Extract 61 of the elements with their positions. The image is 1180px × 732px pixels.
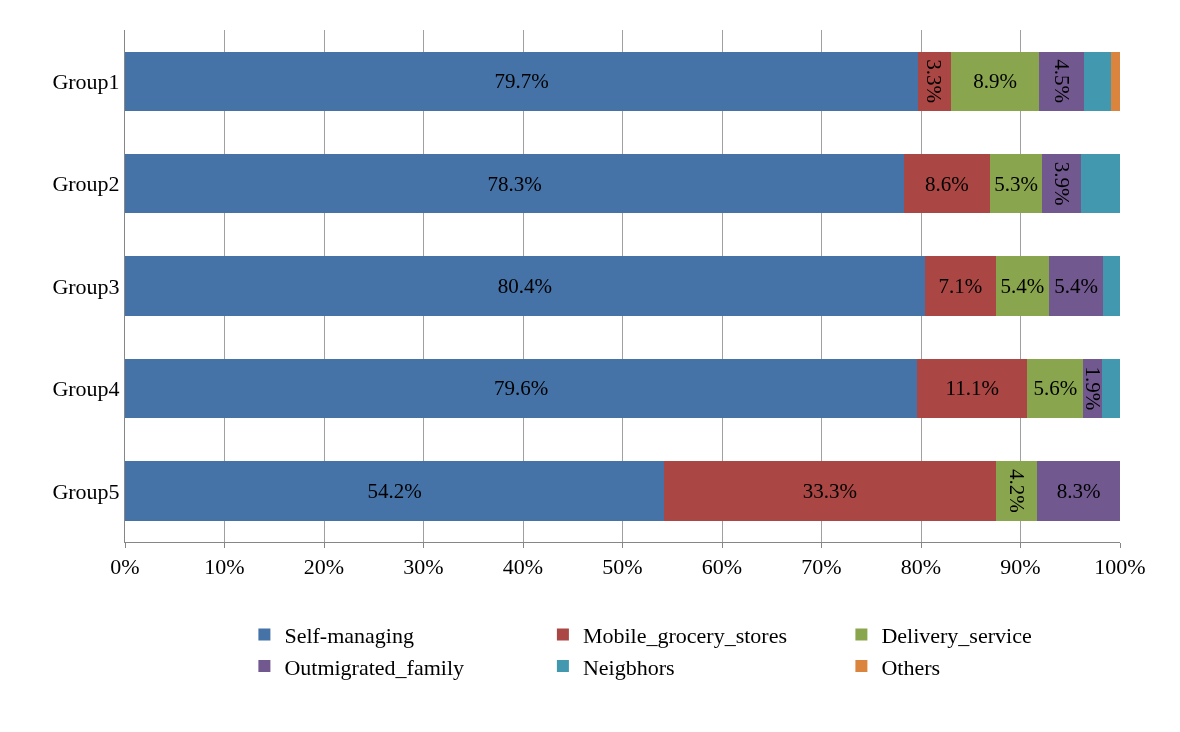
legend-label: Others [881,654,941,680]
data-label: 54.2% [367,478,422,503]
x-tick-label: 90% [1000,554,1041,580]
bar [1084,51,1112,111]
legend-label: Neigbhors [582,654,675,680]
data-label: 80.4% [497,274,553,298]
data-label: 8.9% [973,69,1018,94]
legend-label: Delivery_service [881,623,1032,649]
bar [1027,358,1084,419]
data-label: 5.6% [1033,376,1078,401]
y-tick-label: Group2 [52,171,120,197]
x-tick-label: 10% [204,554,245,580]
y-tick-label: Group3 [52,273,120,299]
x-tick-label: 70% [801,554,842,580]
data-label: 3.9% [1049,161,1074,206]
x-tick-label: 20% [303,554,345,580]
legend-label: Mobile_grocery_stores [582,623,787,649]
bar [1081,153,1120,214]
data-label: 5.3% [994,171,1038,196]
bar [125,461,665,521]
y-tick-label: Group1 [52,68,120,94]
y-tick-label: Group5 [52,478,120,504]
data-label: 3.3% [922,59,947,104]
legend-label: Self-managing [284,623,414,649]
x-tick-label: 60% [701,554,743,580]
x-tick-label: 80% [900,554,942,580]
bar [1111,51,1120,111]
bar [125,358,918,419]
data-label: 4.5% [1049,59,1074,104]
bar [1102,358,1120,419]
data-label: 79.7% [494,69,549,94]
data-label: 8.3% [1056,478,1101,503]
data-label: 8.6% [924,171,969,196]
x-tick-label: 0% [110,554,140,580]
bar [125,256,925,316]
data-label: 33.3% [802,478,858,503]
bar [125,153,905,214]
x-tick-label: 50% [602,554,643,580]
data-label: 78.3% [487,171,542,196]
bar [917,358,1028,419]
bar [924,256,996,316]
bar [904,153,990,214]
x-tick-label: 40% [502,554,544,580]
data-label: 5.4% [1000,274,1045,298]
data-label: 5.4% [1054,274,1099,298]
y-tick-label: Group4 [52,376,120,402]
data-label: 79.6% [493,376,549,401]
bar [950,51,1040,111]
bar [1037,461,1120,521]
x-tick-label: 30% [403,554,444,580]
bar [995,256,1050,316]
data-label: 11.1% [945,376,999,401]
bar [1049,256,1104,316]
data-label: 1.9% [1080,366,1105,411]
bar [664,461,996,521]
bar [1103,256,1120,316]
legend-label: Outmigrated_family [284,654,465,680]
data-label: 7.1% [938,274,983,298]
data-label: 4.2% [1004,468,1029,513]
bar [125,51,919,111]
x-tick-label: 100% [1094,554,1146,580]
